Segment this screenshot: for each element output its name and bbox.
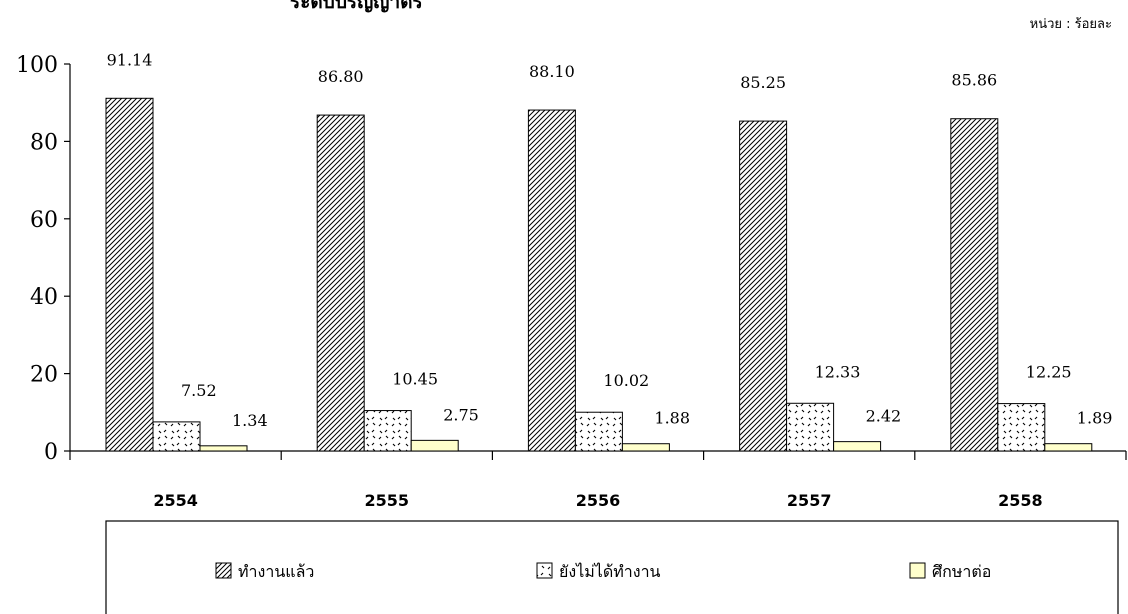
bar-studying <box>410 439 459 452</box>
bar-studying <box>199 445 248 452</box>
x-tick-label: 2558 <box>998 491 1043 510</box>
data-labels: 91.14 86.80 88.10 85.25 85.86 7.52 10.45 10.02 1… <box>107 50 1113 430</box>
legend-swatch-diagonal <box>215 562 232 579</box>
bar-studying <box>1044 443 1093 452</box>
data-label-worked: 85.86 <box>951 71 997 90</box>
data-label-not-working: 7.52 <box>181 381 217 400</box>
y-tick-label: 100 <box>16 53 58 78</box>
unit-label: หน่วย : ร้อยละ <box>1030 17 1112 32</box>
bar-not-working <box>786 402 835 452</box>
bar-worked <box>105 97 154 452</box>
bar-not-working <box>363 410 412 452</box>
data-label-worked: 88.10 <box>529 62 575 81</box>
y-tick-label: 0 <box>44 440 58 465</box>
data-label-worked: 91.14 <box>107 50 153 69</box>
data-label-not-working: 10.02 <box>603 371 649 390</box>
legend-swatch-dots <box>536 562 553 579</box>
data-label-worked: 86.80 <box>318 67 364 86</box>
y-tick-label: 20 <box>30 363 58 388</box>
chart-title: ระดับปริญญาตรี <box>290 0 423 13</box>
legend-label-3: ศึกษาต่อ <box>932 562 991 581</box>
y-tick-label: 40 <box>30 285 58 310</box>
x-tick-label: 2556 <box>576 491 621 510</box>
x-tick-label: 2554 <box>153 491 198 510</box>
data-label-worked: 85.25 <box>740 73 786 92</box>
bar-not-working <box>997 403 1046 452</box>
legend-item-2: ยังไม่ได้ทำงาน <box>536 562 661 581</box>
y-tick-label: 80 <box>30 130 58 155</box>
x-tick-label: 2555 <box>365 491 410 510</box>
legend-swatch-solid <box>909 562 926 579</box>
bar-worked <box>739 120 788 452</box>
data-label-studying: 1.34 <box>232 411 268 430</box>
data-label-studying: 1.89 <box>1077 409 1113 428</box>
legend-label-1: ทำงานแล้ว <box>238 562 314 581</box>
x-tick-label: 2557 <box>787 491 832 510</box>
data-label-studying: 1.88 <box>654 409 690 428</box>
legend: ทำงานแล้ว ยังไม่ได้ทำงาน ศึกษาต่อ <box>105 520 1119 614</box>
y-axis: 0 20 40 60 80 100 <box>16 53 71 465</box>
legend-item-3: ศึกษาต่อ <box>909 562 991 581</box>
legend-box <box>105 520 1119 614</box>
bar-not-working <box>152 421 201 452</box>
x-axis: 2554 2555 2556 2557 2558 <box>69 450 1127 510</box>
bar-studying <box>621 443 670 452</box>
data-label-not-working: 10.45 <box>392 370 438 389</box>
bar-worked <box>316 114 365 452</box>
data-label-not-working: 12.25 <box>1026 363 1072 382</box>
legend-label-2: ยังไม่ได้ทำงาน <box>559 562 661 581</box>
data-label-studying: 2.75 <box>443 405 479 424</box>
data-label-not-working: 12.33 <box>815 362 861 381</box>
bar-studying <box>833 441 882 452</box>
bar-worked <box>950 118 999 452</box>
bar-not-working <box>574 411 623 452</box>
bars <box>105 97 1093 452</box>
bar-worked <box>527 109 576 452</box>
legend-item-1: ทำงานแล้ว <box>215 562 314 581</box>
data-label-studying: 2.42 <box>866 407 902 426</box>
y-tick-label: 60 <box>30 208 58 233</box>
